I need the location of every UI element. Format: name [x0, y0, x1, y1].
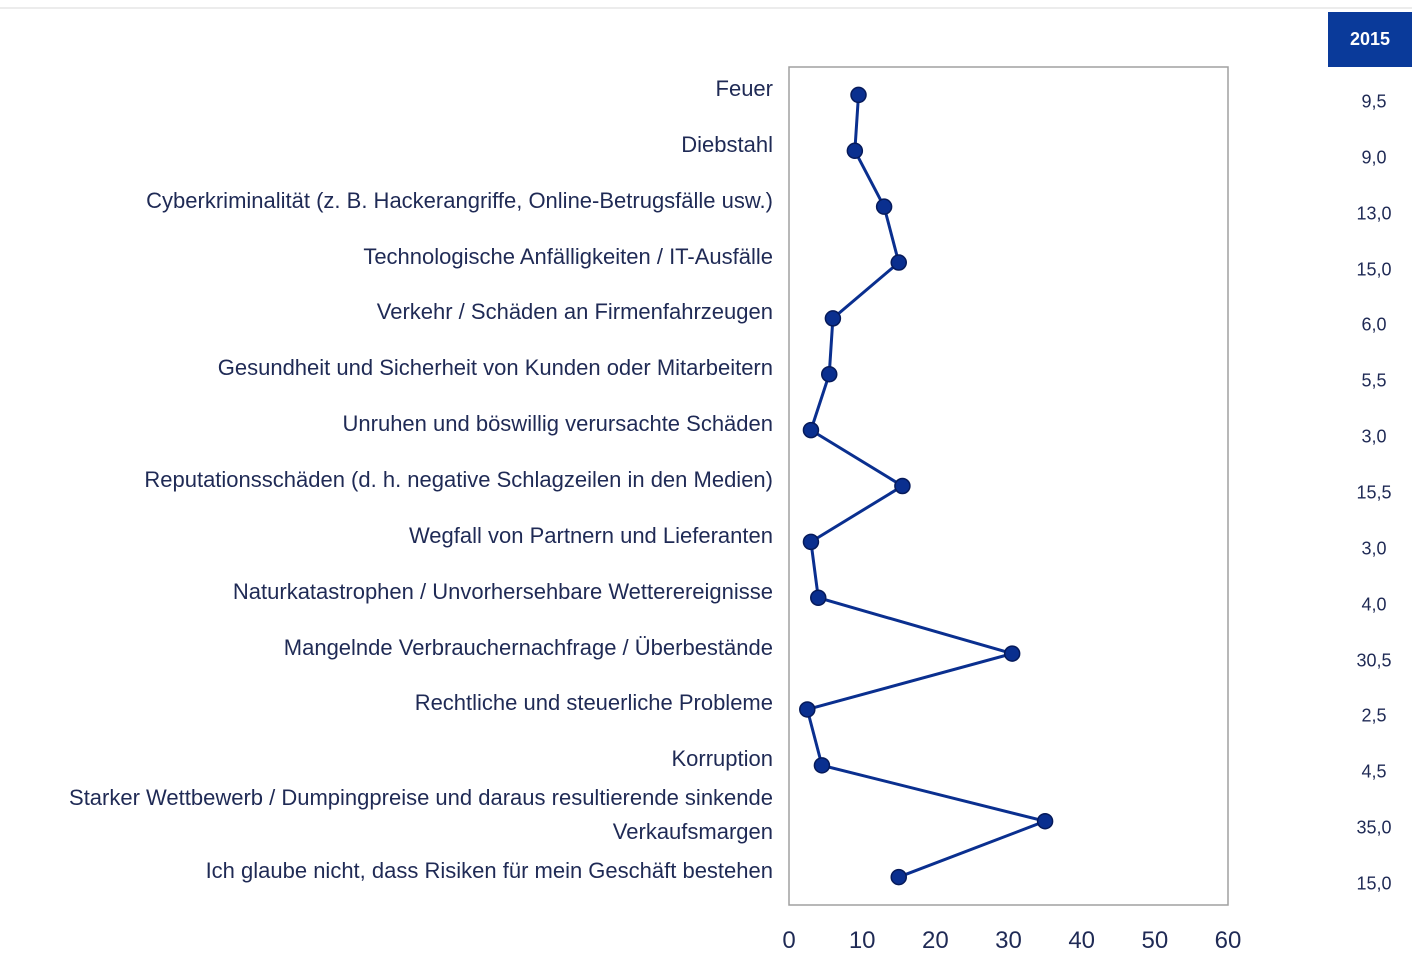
category-label: Reputationsschäden (d. h. negative Schla…: [144, 467, 773, 492]
point: [894, 477, 911, 495]
value-label: 6,0: [1361, 314, 1387, 335]
category-label: Naturkatastrophen / Unvorhersehbare Wett…: [232, 578, 773, 604]
category-label: Starker Wettbewerb / Dumpingpreise und d…: [69, 785, 773, 845]
x-tick-label: 40: [1068, 927, 1095, 953]
x-tick-label: 10: [849, 927, 876, 953]
value-label: 35,0: [1356, 817, 1392, 838]
point: [890, 254, 907, 271]
category-label: Mangelnde Verbrauchernachfrage / Überbes…: [283, 634, 773, 660]
point: [846, 142, 864, 160]
value-label: 13,0: [1356, 203, 1392, 224]
value-label: 4,0: [1361, 594, 1387, 615]
value-label: 30,5: [1356, 650, 1392, 671]
category-label: Ich glaube nicht, dass Risiken für mein …: [205, 858, 773, 884]
x-tick-label: 0: [782, 927, 795, 953]
series-line: [805, 94, 1051, 879]
value-label: 3,0: [1361, 538, 1387, 559]
value-label: 15,0: [1356, 873, 1392, 894]
value-label: 9,5: [1361, 91, 1387, 112]
point: [824, 310, 842, 327]
value-label: 2,5: [1361, 705, 1387, 726]
x-tick-label: 60: [1215, 927, 1242, 953]
category-label: Wegfall von Partnern und Lieferanten: [408, 522, 773, 548]
category-label: Verkehr / Schäden an Firmenfahrzeugen: [376, 299, 773, 325]
point: [850, 86, 867, 104]
category-label: Feuer: [715, 75, 773, 101]
point: [810, 589, 827, 606]
category-label: Technologische Anfälligkeiten / IT-Ausfä…: [363, 243, 773, 269]
column-header: 2015: [1328, 12, 1412, 67]
category-label: Cyberkriminalität (z. B. Hackerangriffe,…: [146, 187, 773, 213]
point: [813, 757, 831, 774]
point: [1036, 812, 1054, 830]
point: [890, 868, 907, 886]
x-tick-label: 50: [1141, 927, 1168, 953]
value-label: 15,5: [1356, 482, 1392, 503]
x-tick-label: 20: [922, 927, 949, 953]
category-label: Korruption: [671, 746, 773, 772]
point: [875, 198, 893, 215]
point: [820, 366, 838, 383]
category-label: Rechtliche und steuerliche Probleme: [414, 690, 773, 716]
value-label: 9,0: [1361, 147, 1387, 168]
point: [802, 421, 820, 439]
category-label: Gesundheit und Sicherheit von Kunden ode…: [217, 355, 773, 381]
value-label: 3,0: [1361, 426, 1387, 447]
point: [802, 533, 820, 551]
value-label: 4,5: [1361, 761, 1387, 782]
category-label: Unruhen und böswillig verursachte Schäde…: [342, 411, 773, 437]
value-label: 15,0: [1356, 259, 1392, 280]
value-label: 5,5: [1361, 370, 1387, 391]
plot-frame: [788, 66, 1229, 906]
x-tick-label: 30: [995, 927, 1022, 953]
category-label: Diebstahl: [681, 131, 773, 157]
point: [799, 701, 816, 718]
point: [1003, 645, 1021, 662]
